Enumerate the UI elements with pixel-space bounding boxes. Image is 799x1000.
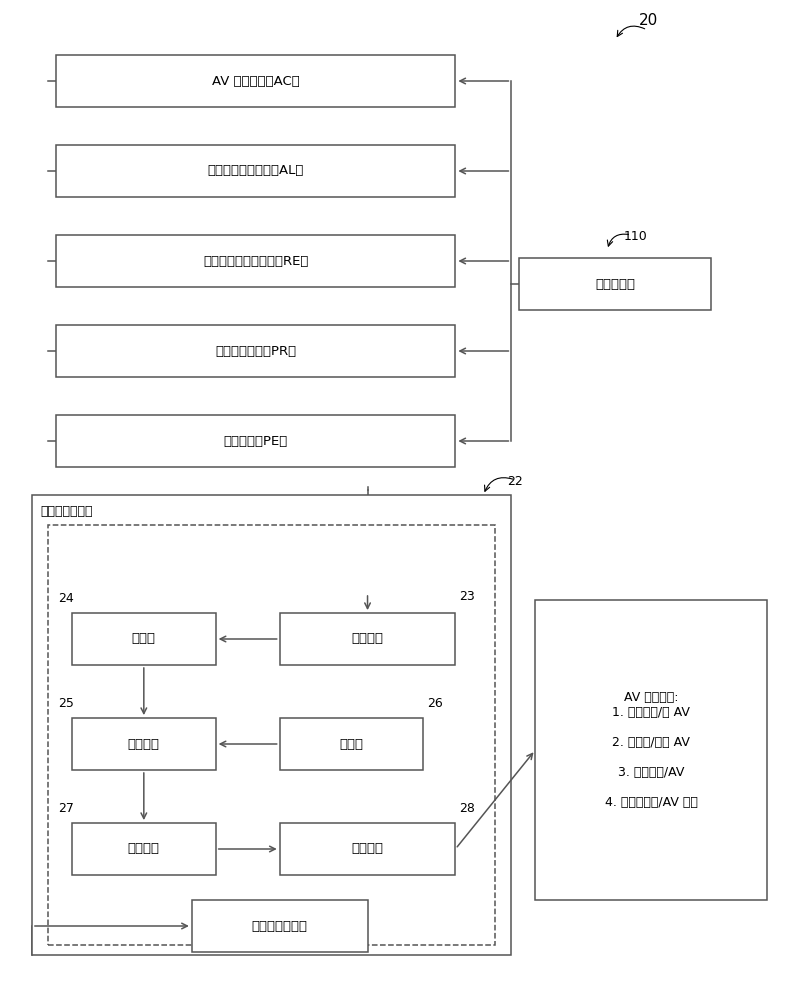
Text: 历史数据存储器: 历史数据存储器 [252,920,308,932]
Text: 数据收集器: 数据收集器 [595,277,635,290]
Text: 28: 28 [459,802,475,815]
FancyBboxPatch shape [32,495,511,955]
Text: 25: 25 [58,697,74,710]
FancyBboxPatch shape [280,613,455,665]
Text: 23: 23 [459,590,475,603]
Text: 推理引擎: 推理引擎 [128,738,160,750]
FancyBboxPatch shape [56,415,455,467]
Text: 27: 27 [58,802,74,815]
Text: 22: 22 [507,475,523,488]
FancyBboxPatch shape [519,258,711,310]
FancyBboxPatch shape [48,525,495,945]
Text: 危险因子（PE）: 危险因子（PE） [224,435,288,448]
Text: 驾驶员警觉性因子（AL）: 驾驶员警觉性因子（AL） [208,164,304,178]
FancyBboxPatch shape [56,235,455,287]
Text: 20: 20 [639,13,658,28]
FancyBboxPatch shape [280,823,455,875]
Text: 动作概率因子（PR）: 动作概率因子（PR） [215,345,296,358]
Text: 模糊器: 模糊器 [132,632,156,646]
FancyBboxPatch shape [56,145,455,197]
FancyBboxPatch shape [72,718,216,770]
FancyBboxPatch shape [535,600,767,900]
FancyBboxPatch shape [280,718,423,770]
Text: 驾驶员准备状态因子（RE）: 驾驶员准备状态因子（RE） [203,255,308,268]
Text: 规则库: 规则库 [340,738,364,750]
Text: AV 控制决策:
1. 完全人工/无 AV

2. 无人工/完全 AV

3. 部分人工/AV

4. 完全驾驶员/AV 辅助: AV 控制决策: 1. 完全人工/无 AV 2. 无人工/完全 AV 3. 部分… [605,691,698,809]
FancyBboxPatch shape [56,325,455,377]
Text: 26: 26 [427,697,443,710]
Text: AV 置信因子（AC）: AV 置信因子（AC） [212,75,300,88]
Text: 模糊逻辑处理器: 模糊逻辑处理器 [40,505,93,518]
FancyBboxPatch shape [72,613,216,665]
Text: 脆性输入: 脆性输入 [352,632,384,646]
Text: 解模糊器: 解模糊器 [128,842,160,856]
Text: 脆性输出: 脆性输出 [352,842,384,856]
Text: 110: 110 [623,230,647,243]
Text: 24: 24 [58,592,74,605]
FancyBboxPatch shape [192,900,368,952]
FancyBboxPatch shape [72,823,216,875]
FancyBboxPatch shape [56,55,455,107]
